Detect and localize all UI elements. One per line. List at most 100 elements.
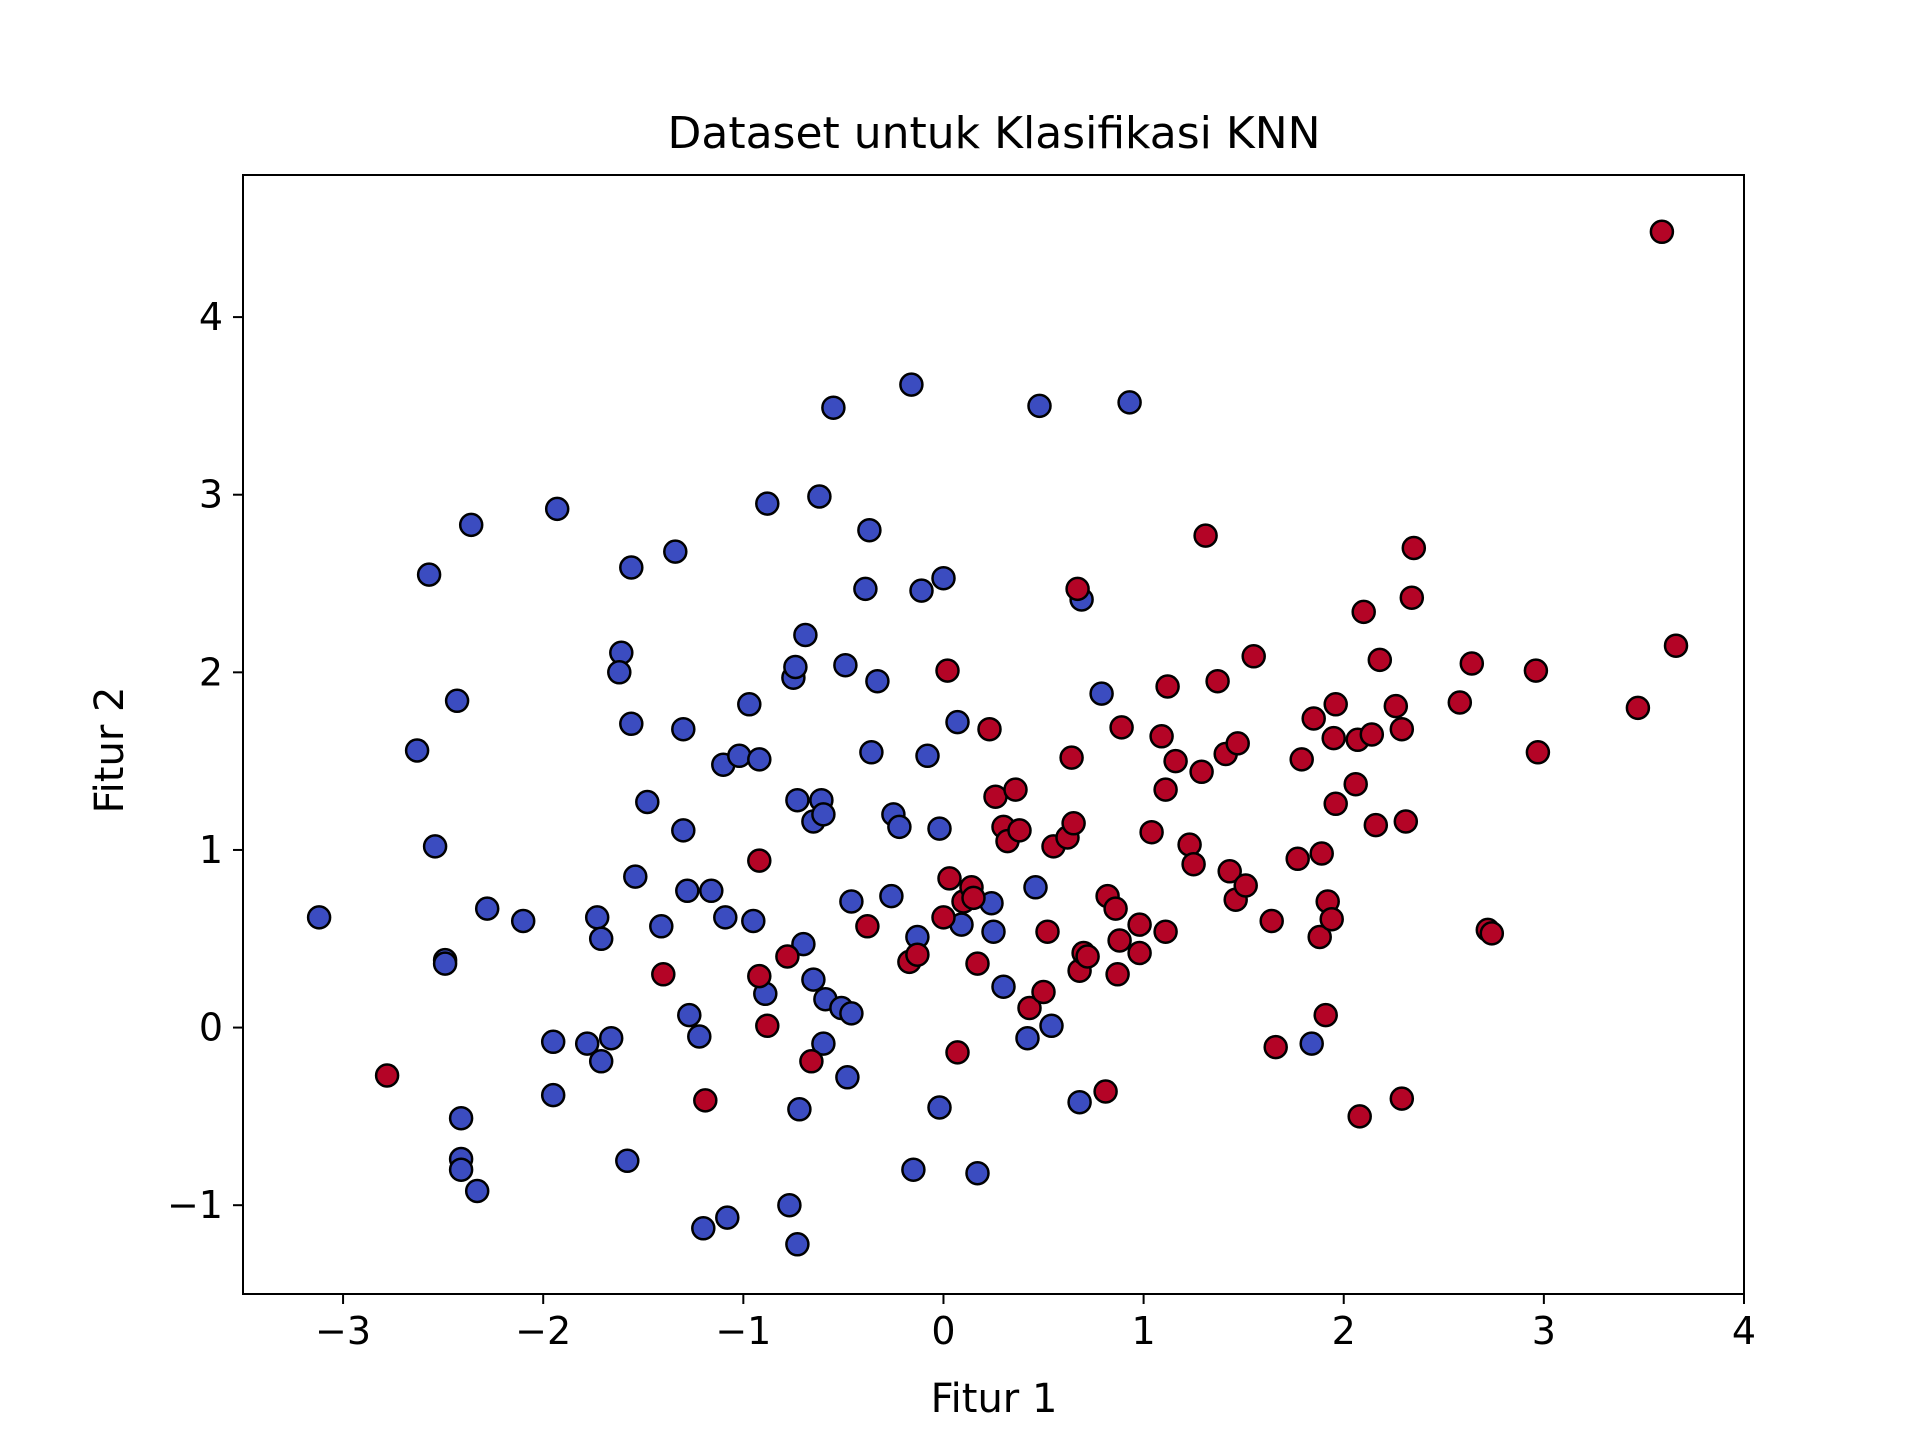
data-point-class-1 (1153, 919, 1178, 944)
data-point-class-0 (1067, 1089, 1092, 1115)
data-point-class-0 (927, 816, 952, 841)
data-point-class-0 (1039, 1013, 1064, 1039)
data-point-class-1 (1217, 859, 1242, 884)
data-point-class-0 (1089, 681, 1114, 706)
data-point-class-1 (1525, 740, 1551, 765)
data-point-class-0 (1027, 393, 1052, 419)
data-point-class-0 (785, 1232, 810, 1257)
data-point-class-0 (663, 539, 688, 564)
data-point-class-1 (1163, 748, 1188, 774)
data-point-class-0 (747, 747, 772, 772)
data-point-class-0 (619, 555, 644, 580)
data-point-class-0 (899, 372, 924, 397)
data-point-class-0 (687, 1024, 712, 1049)
data-point-class-1 (931, 905, 956, 930)
data-point-class-0 (623, 864, 648, 889)
data-point-class-0 (699, 878, 724, 904)
data-point-class-1 (1127, 940, 1152, 966)
data-point-class-0 (715, 1205, 740, 1230)
data-point-class-1 (855, 914, 880, 939)
x-tick-label: 1 (1132, 1309, 1156, 1353)
data-point-class-0 (859, 740, 884, 765)
data-point-class-1 (1189, 759, 1214, 785)
data-point-class-1 (1031, 979, 1056, 1005)
x-tick-label: 2 (1332, 1309, 1356, 1353)
data-point-class-1 (775, 944, 800, 969)
data-point-class-0 (444, 688, 470, 714)
data-point-class-0 (945, 709, 970, 735)
data-point-class-0 (474, 896, 500, 921)
data-point-class-1 (1075, 944, 1100, 969)
data-point-class-1 (1625, 695, 1651, 721)
data-point-class-0 (615, 1148, 640, 1174)
data-point-class-0 (510, 908, 536, 934)
data-point-class-1 (1321, 725, 1346, 751)
data-point-class-0 (458, 512, 484, 538)
x-tick-label: −2 (515, 1309, 571, 1353)
data-point-class-1 (1479, 921, 1505, 946)
data-point-class-1 (1259, 908, 1284, 934)
data-point-class-0 (574, 1031, 600, 1056)
data-point-class-0 (741, 908, 766, 934)
y-tick-label: −1 (167, 1183, 223, 1227)
data-point-class-0 (671, 818, 696, 843)
data-point-class-1 (747, 848, 772, 873)
data-point-class-1 (1127, 912, 1152, 937)
data-point-class-0 (713, 905, 738, 930)
data-point-class-0 (607, 660, 632, 685)
data-point-class-0 (1015, 1025, 1040, 1051)
data-point-class-1 (1367, 647, 1393, 673)
data-point-class-0 (835, 1065, 860, 1090)
data-point-class-0 (915, 743, 940, 769)
data-point-class-1 (1323, 692, 1348, 717)
data-point-class-0 (448, 1157, 474, 1182)
data-point-class-0 (588, 926, 614, 952)
data-point-class-0 (1299, 1031, 1324, 1056)
data-point-class-0 (857, 517, 882, 543)
data-point-class-0 (540, 1029, 566, 1055)
data-point-class-1 (1383, 693, 1409, 719)
data-point-class-0 (793, 622, 818, 648)
data-point-class-0 (981, 919, 1006, 944)
data-point-class-0 (777, 1192, 802, 1218)
data-point-class-1 (1359, 722, 1385, 747)
data-point-class-1 (1351, 599, 1376, 625)
data-point-class-0 (801, 967, 826, 992)
data-point-class-1 (1017, 995, 1042, 1021)
data-point-class-1 (935, 658, 960, 683)
data-point-class-1 (1649, 219, 1675, 245)
data-point-class-0 (887, 814, 912, 840)
y-axis: −1 0 1 2 3 4 (167, 295, 243, 1227)
data-point-class-0 (879, 883, 904, 909)
data-point-class-1 (374, 1063, 400, 1088)
data-point-class-1 (1225, 731, 1250, 756)
data-point-class-1 (747, 963, 772, 989)
data-point-class-1 (1109, 715, 1134, 740)
data-point-class-1 (651, 962, 676, 987)
x-axis-label: Fitur 1 (931, 1376, 1058, 1422)
data-point-class-0 (727, 743, 752, 769)
data-point-class-1 (937, 866, 962, 891)
data-point-class-0 (635, 789, 660, 815)
data-point-class-0 (807, 484, 832, 509)
data-point-class-1 (1307, 924, 1332, 950)
data-point-class-0 (991, 974, 1016, 999)
data-point-class-1 (1389, 1086, 1415, 1111)
data-point-class-1 (1347, 1104, 1372, 1129)
data-point-class-1 (693, 1088, 718, 1113)
data-point-class-1 (1343, 771, 1368, 797)
data-point-class-0 (588, 1049, 614, 1074)
data-point-class-1 (1105, 962, 1130, 987)
data-point-class-1 (1205, 668, 1230, 694)
data-point-class-1 (905, 942, 930, 967)
data-point-class-1 (1399, 585, 1425, 610)
data-point-class-0 (544, 496, 570, 522)
data-point-class-0 (306, 905, 332, 930)
data-point-class-0 (584, 905, 610, 930)
data-point-class-1 (1233, 873, 1258, 898)
data-point-class-1 (1007, 818, 1032, 843)
data-point-class-1 (1139, 819, 1164, 845)
data-point-class-0 (965, 1160, 990, 1186)
data-point-class-1 (1447, 690, 1473, 715)
